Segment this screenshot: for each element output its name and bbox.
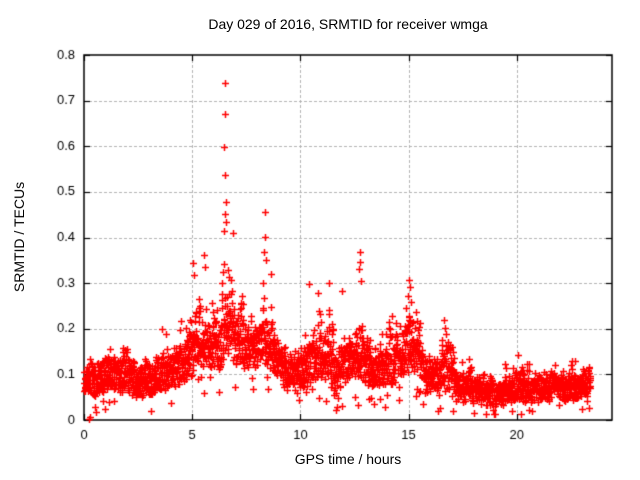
- chart-title: Day 029 of 2016, SRMTID for receiver wmg…: [208, 16, 488, 32]
- y-axis-label: SRMTID / TECUs: [11, 181, 27, 293]
- x-axis-label: GPS time / hours: [294, 451, 402, 467]
